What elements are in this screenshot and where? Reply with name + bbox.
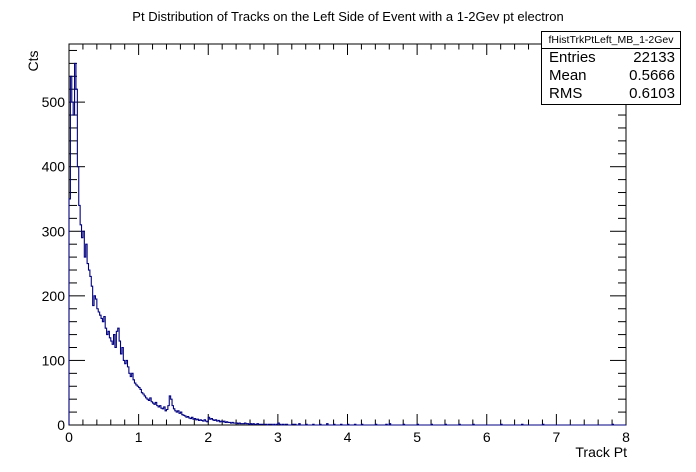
stats-row-mean: Mean 0.5666 xyxy=(542,67,680,85)
y-tick-label: 100 xyxy=(42,352,66,368)
x-tick-label: 7 xyxy=(552,429,560,445)
stats-row-entries: Entries 22133 xyxy=(542,49,680,67)
stats-label: Mean xyxy=(549,67,587,84)
y-tick-label: 400 xyxy=(42,159,66,175)
x-tick-label: 5 xyxy=(413,429,421,445)
y-tick-label: 200 xyxy=(42,288,66,304)
stats-histogram-name: fHistTrkPtLeft_MB_1-2Gev xyxy=(542,32,680,49)
x-tick-label: 6 xyxy=(483,429,491,445)
x-tick-label: 0 xyxy=(65,429,73,445)
x-tick-label: 4 xyxy=(344,429,352,445)
stats-box: fHistTrkPtLeft_MB_1-2Gev Entries 22133 M… xyxy=(541,31,681,105)
stats-label: RMS xyxy=(549,85,583,102)
y-tick-label: 300 xyxy=(42,223,66,239)
stats-label: Entries xyxy=(549,49,596,66)
y-tick-label: 500 xyxy=(42,94,66,110)
x-tick-label: 3 xyxy=(274,429,282,445)
x-tick-label: 1 xyxy=(135,429,143,445)
stats-row-rms: RMS 0.6103 xyxy=(542,85,680,103)
histogram-line xyxy=(68,62,626,426)
chart-title: Pt Distribution of Tracks on the Left Si… xyxy=(132,9,563,24)
y-axis-label: Cts xyxy=(25,51,41,72)
x-axis-label: Track Pt xyxy=(575,444,627,460)
stats-value: 22133 xyxy=(633,49,675,66)
x-tick-label: 8 xyxy=(622,429,630,445)
stats-value: 0.5666 xyxy=(629,67,675,84)
y-tick-label: 0 xyxy=(57,417,65,433)
stats-value: 0.6103 xyxy=(629,85,675,102)
x-tick-label: 2 xyxy=(204,429,212,445)
